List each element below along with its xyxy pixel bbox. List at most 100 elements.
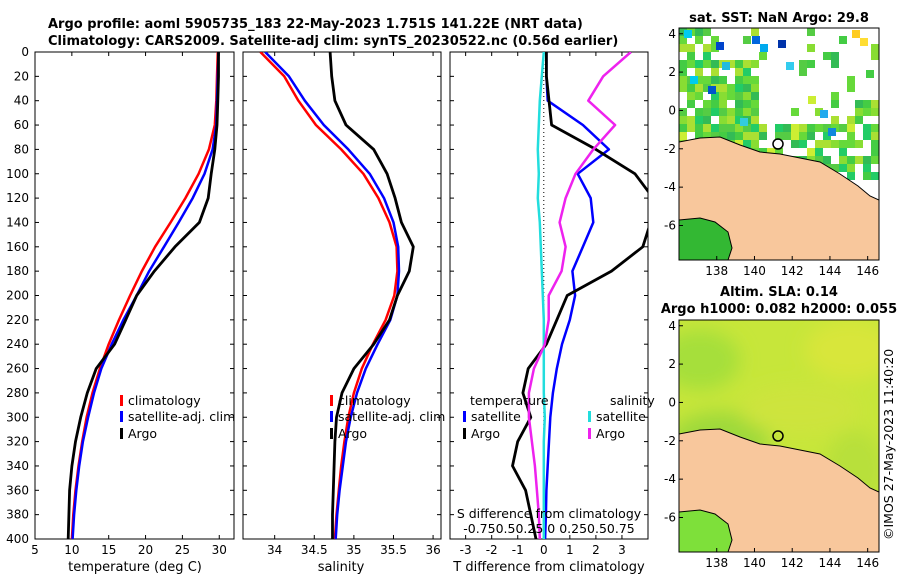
sst-cell <box>743 92 751 100</box>
sst-cell <box>823 140 831 148</box>
sst-cell <box>823 156 831 164</box>
sst-cell <box>695 84 703 92</box>
sst-cell <box>711 36 719 44</box>
sst-cell <box>823 124 831 132</box>
sst-cell <box>808 96 816 104</box>
sst-cell <box>679 108 687 116</box>
legend-marker-climatology <box>330 395 333 406</box>
sst-cell <box>695 132 703 140</box>
lon-tick-label: 140 <box>743 264 766 278</box>
difference-xlabel: T difference from climatology <box>452 560 645 575</box>
lon-tick-label: 142 <box>781 264 804 278</box>
sst-cell <box>831 52 839 60</box>
sst-cell <box>708 86 716 94</box>
sst-cell <box>751 76 759 84</box>
sst-cell <box>743 68 751 76</box>
lon-tick-label: 140 <box>743 556 766 570</box>
sst-cell <box>759 124 767 132</box>
sst-cell <box>727 132 735 140</box>
sst-cell <box>855 156 863 164</box>
sst-cell <box>687 124 695 132</box>
sst-cell <box>722 62 730 70</box>
lat-tick-label: 2 <box>668 357 676 371</box>
x-tick-label: 34 <box>267 543 282 557</box>
sst-cell <box>679 60 687 68</box>
sst-cell <box>727 108 735 116</box>
sst-cell <box>687 116 695 124</box>
sst-cell <box>719 132 727 140</box>
sst-cell <box>719 100 727 108</box>
sst-cell <box>815 124 823 132</box>
sst-cell <box>695 68 703 76</box>
figure-title-line1: Argo profile: aoml 5905735_183 22-May-20… <box>48 17 583 32</box>
sst-cell <box>735 108 743 116</box>
sst-cell <box>735 84 743 92</box>
sst-cell <box>679 124 687 132</box>
sst-cell <box>863 156 871 164</box>
sst-cell <box>711 76 719 84</box>
legend-marker-satellite <box>120 411 123 422</box>
sst-cell <box>703 52 711 60</box>
sst-cell <box>695 124 703 132</box>
series-line-argo <box>328 52 415 539</box>
legend-marker-t-satellite <box>463 411 466 422</box>
legend-marker-t-argo <box>463 428 466 439</box>
sst-cell <box>828 128 836 136</box>
sst-cell <box>815 148 823 156</box>
sst-cell <box>695 92 703 100</box>
difference-legend: temperature satellite Argo salinity sate… <box>463 393 655 441</box>
figure-title-line2: Climatology: CARS2009. Satellite-adj cli… <box>48 34 618 49</box>
legend-satellite: satellite-adj. clim <box>338 409 445 424</box>
sst-cell <box>839 148 847 156</box>
sst-cell <box>703 124 711 132</box>
sst-cell <box>735 124 743 132</box>
sst-cell <box>743 100 751 108</box>
depth-tick-label: 60 <box>14 118 29 132</box>
sst-cell <box>807 132 815 140</box>
sst-cell <box>727 84 735 92</box>
sst-cell <box>735 76 743 84</box>
sst-cell <box>719 124 727 132</box>
sst-cell <box>679 84 687 92</box>
lat-tick-label: 0 <box>668 395 676 409</box>
x-tick-label: 30 <box>212 543 227 557</box>
legend-t-satellite: satellite <box>471 409 521 424</box>
sst-map-title: sat. SST: NaN Argo: 29.8 <box>689 11 869 26</box>
sst-cell <box>799 60 807 68</box>
x-tick-label: 25 <box>175 543 190 557</box>
sst-cell <box>751 132 759 140</box>
sst-cell <box>799 68 807 76</box>
depth-axis: 0 20 40 60 80 100 120 140 160 180 200 220 240 260 280 3… <box>6 45 648 546</box>
x-tick-label: 0 <box>540 543 548 557</box>
lat-tick-label: -6 <box>664 510 676 524</box>
lon-tick-label: 138 <box>705 556 728 570</box>
sla-map-title-2: Argo h1000: 0.082 h2000: 0.055 <box>661 302 897 317</box>
temperature-xlabel: temperature (deg C) <box>68 560 202 575</box>
sst-cell <box>687 92 695 100</box>
sst-cell <box>871 44 879 52</box>
sst-cell <box>703 60 711 68</box>
sst-cell <box>847 156 855 164</box>
sst-cell <box>735 132 743 140</box>
sst-cell <box>711 92 719 100</box>
series-line-satellite-adj-clim <box>71 52 220 539</box>
depth-tick-label: 260 <box>6 362 29 376</box>
sla-map <box>679 320 879 552</box>
sst-cell <box>735 100 743 108</box>
sst-cell <box>831 100 839 108</box>
sst-cell <box>752 36 760 44</box>
depth-tick-label: 340 <box>6 459 29 473</box>
sst-cell <box>815 140 823 148</box>
lon-tick-label: 138 <box>705 264 728 278</box>
sst-cell <box>831 60 839 68</box>
legend-title-salinity: salinity <box>610 393 655 408</box>
sst-cell <box>687 44 695 52</box>
sst-cell <box>684 30 692 38</box>
sst-cell <box>751 124 759 132</box>
sst-cell <box>703 76 711 84</box>
x-tick-label: 1 <box>566 543 574 557</box>
legend-argo: Argo <box>338 426 367 441</box>
sst-cell <box>751 140 759 148</box>
depth-tick-label: 20 <box>14 69 29 83</box>
